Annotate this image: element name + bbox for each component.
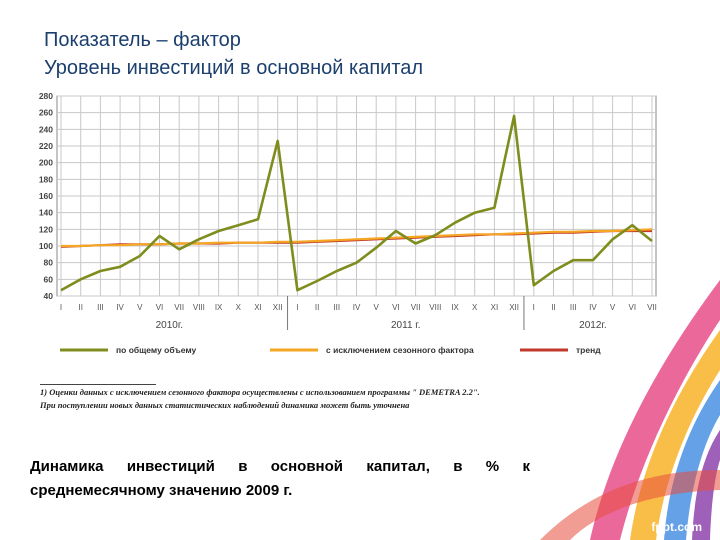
x-tick-label: VII xyxy=(174,303,184,312)
title-line-2: Уровень инвестиций в основной капитал xyxy=(44,57,424,79)
x-tick-label: II xyxy=(551,303,555,312)
x-tick-label: VII xyxy=(411,303,421,312)
x-tick-label: I xyxy=(533,303,535,312)
x-tick-label: X xyxy=(236,303,242,312)
x-tick-label: VIII xyxy=(429,303,441,312)
x-tick-label: I xyxy=(296,303,298,312)
year-label: 2011 г. xyxy=(391,320,421,331)
series-line-total xyxy=(60,114,653,292)
footnote-line-2: При поступлении новых данных статистичес… xyxy=(40,400,410,410)
y-tick-label: 260 xyxy=(39,108,53,118)
y-tick-label: 60 xyxy=(44,274,54,284)
x-tick-label: VI xyxy=(156,303,164,312)
y-tick-label: 200 xyxy=(39,158,53,168)
y-tick-label: 180 xyxy=(39,174,53,184)
slide-title: Показатель – фактор Уровень инвестиций в… xyxy=(44,26,644,82)
x-tick-label: IV xyxy=(116,303,124,312)
x-tick-label: V xyxy=(610,303,616,312)
x-tick-label: V xyxy=(374,303,380,312)
y-tick-label: 140 xyxy=(39,208,53,218)
x-tick-label: V xyxy=(137,303,143,312)
x-tick-label: XI xyxy=(491,303,499,312)
legend-label-seasonal: с исключением сезонного фактора xyxy=(326,345,474,355)
x-tick-label: III xyxy=(570,303,577,312)
x-tick-label: VIII xyxy=(193,303,205,312)
y-tick-label: 120 xyxy=(39,224,53,234)
x-tick-label: X xyxy=(472,303,478,312)
x-tick-label: IX xyxy=(215,303,223,312)
series-line-seasonal xyxy=(61,228,653,248)
y-tick-label: 100 xyxy=(39,241,53,251)
caption-line-2: среднемесячному значению 2009 г. xyxy=(30,482,293,499)
x-tick-label: IX xyxy=(451,303,459,312)
decorative-stripes xyxy=(540,280,720,540)
x-tick-label: III xyxy=(97,303,104,312)
y-tick-label: 280 xyxy=(39,91,53,101)
x-tick-label: IV xyxy=(589,303,597,312)
chart-container: 280 260 240 220 200 180 160 140 120 100 80 60 40 I II I… xyxy=(20,88,676,428)
footnote-rule xyxy=(40,384,156,385)
title-line-1: Показатель – фактор xyxy=(44,29,241,51)
x-tick-label: VII xyxy=(647,303,657,312)
chart-caption: Динамика инвестиций в основной капитал, … xyxy=(30,455,530,503)
y-tick-label: 160 xyxy=(39,191,53,201)
x-tick-label: XI xyxy=(254,303,262,312)
caption-line-1: Динамика инвестиций в основной капитал, … xyxy=(30,458,530,475)
legend-label-total: по общему объему xyxy=(116,345,196,355)
footnote: 1) Оценки данных с исключением сезонного… xyxy=(40,386,660,412)
year-label: 2010г. xyxy=(156,320,183,331)
x-tick-label: XII xyxy=(273,303,283,312)
y-tick-label: 220 xyxy=(39,141,53,151)
watermark: fppt.com xyxy=(651,520,702,534)
x-tick-label: I xyxy=(60,303,62,312)
y-tick-label: 240 xyxy=(39,124,53,134)
footnote-line-1: 1) Оценки данных с исключением сезонного… xyxy=(40,387,480,397)
year-label: 2012г. xyxy=(579,320,606,331)
y-tick-label: 40 xyxy=(44,291,54,301)
x-tick-label: VI xyxy=(392,303,400,312)
x-tick-label: XII xyxy=(509,303,519,312)
legend-label-trend: тренд xyxy=(576,345,601,355)
x-tick-label: IV xyxy=(353,303,361,312)
y-tick-label: 80 xyxy=(44,258,54,268)
x-tick-label: II xyxy=(78,303,82,312)
x-tick-label: II xyxy=(315,303,319,312)
x-tick-label: VI xyxy=(629,303,637,312)
x-tick-label: III xyxy=(333,303,340,312)
